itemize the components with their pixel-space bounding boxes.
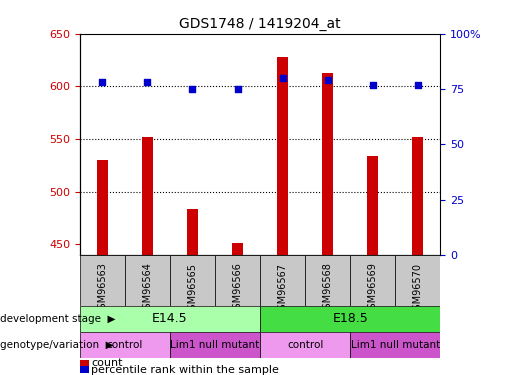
Text: E18.5: E18.5	[332, 312, 368, 325]
Bar	[396, 255, 440, 306]
Text: count: count	[91, 358, 123, 368]
Point	[233, 86, 242, 92]
Text: Lim1 null mutant: Lim1 null mutant	[351, 340, 440, 350]
Bar	[80, 306, 260, 332]
Text: Lim1 null mutant: Lim1 null mutant	[170, 340, 260, 350]
Bar	[260, 255, 305, 306]
Point	[414, 82, 422, 88]
Text: GSM96564: GSM96564	[143, 262, 152, 315]
Text: development stage  ▶: development stage ▶	[0, 314, 115, 324]
Bar	[170, 332, 260, 358]
Point	[323, 77, 332, 83]
Text: control: control	[287, 340, 323, 350]
Text: GSM96565: GSM96565	[187, 262, 197, 316]
Bar	[322, 73, 333, 255]
Text: E14.5: E14.5	[152, 312, 188, 325]
Bar	[350, 255, 396, 306]
Bar	[187, 209, 198, 255]
Bar	[215, 255, 260, 306]
Title: GDS1748 / 1419204_at: GDS1748 / 1419204_at	[179, 17, 341, 32]
Point	[143, 80, 151, 86]
Bar	[170, 255, 215, 306]
Point	[98, 80, 107, 86]
Point	[188, 86, 197, 92]
Bar	[80, 332, 170, 358]
Bar	[412, 137, 423, 255]
Text: percentile rank within the sample: percentile rank within the sample	[91, 365, 279, 375]
Bar	[97, 160, 108, 255]
Point	[369, 82, 377, 88]
Text: GSM96566: GSM96566	[233, 262, 243, 315]
Text: GSM96567: GSM96567	[278, 262, 287, 316]
Bar	[260, 306, 440, 332]
Bar	[277, 57, 288, 255]
Bar	[260, 332, 350, 358]
Bar	[142, 137, 153, 255]
Bar	[80, 255, 125, 306]
Bar	[232, 243, 243, 255]
Text: control: control	[107, 340, 143, 350]
Text: GSM96563: GSM96563	[97, 262, 107, 315]
Bar	[367, 156, 379, 255]
Bar	[350, 332, 440, 358]
Bar	[125, 255, 170, 306]
Text: genotype/variation  ▶: genotype/variation ▶	[0, 340, 114, 350]
Text: GSM96568: GSM96568	[323, 262, 333, 315]
Point	[279, 75, 287, 81]
Text: GSM96570: GSM96570	[413, 262, 423, 316]
Text: GSM96569: GSM96569	[368, 262, 377, 315]
Bar	[305, 255, 350, 306]
